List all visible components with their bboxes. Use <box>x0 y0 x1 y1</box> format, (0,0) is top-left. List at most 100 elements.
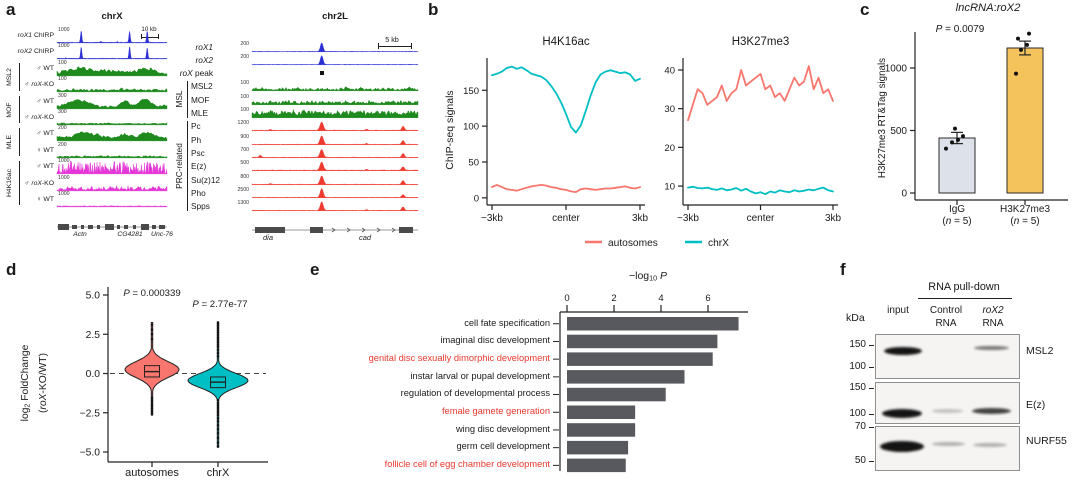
track-scale: 300 <box>58 92 67 99</box>
gene-name: cad <box>358 233 372 242</box>
gene-track-chr2l <box>252 227 418 233</box>
group-label-H4K16ac: H4K16ac <box>6 169 13 198</box>
track-signal--WT <box>56 98 168 109</box>
blot-target-label: NURF55 <box>1026 435 1067 447</box>
n-label: (n = 5) <box>1010 216 1040 227</box>
go-category: germ cell development <box>456 441 550 452</box>
kda-marker: 100 <box>849 361 866 372</box>
panel-e: e −log10 P 0 2 4 6 cell fate specification ima… <box>300 255 780 490</box>
track-signal-Pho <box>251 188 419 198</box>
track-label: ♀ WT <box>36 146 54 154</box>
kda-tick <box>869 366 874 368</box>
blot-box-E(z) <box>875 382 1020 424</box>
group-bracket <box>19 128 20 157</box>
track-label: roX1 ChIRP <box>17 32 54 39</box>
track-signal-roX1-ChIRP <box>56 30 168 44</box>
panel-d: d log2 FoldChange (roX-KO/WT) 5.0 2.5 0.0 −2.… <box>0 255 300 490</box>
gene-track-chrx <box>57 224 167 230</box>
track-signal--WT <box>56 131 168 142</box>
track-label: MSL2 <box>191 81 213 92</box>
foldchange-violins: 5.0 2.5 0.0 −2.5 −5.0 <box>80 287 268 467</box>
axis-text: 20 <box>664 143 675 154</box>
track-scale: 1000 <box>58 43 70 50</box>
scalebar-10kb-label: 10 kb <box>141 26 157 33</box>
blot-band-roX2 <box>973 443 1007 447</box>
rttag-barplot: 0 500 1000 <box>885 31 1068 205</box>
axis-text: 2 <box>611 293 616 304</box>
blot-band-input <box>884 347 922 355</box>
n-label: (n = 5) <box>942 216 972 227</box>
panel-label-a: a <box>6 0 16 19</box>
track-scale: 900 <box>240 133 249 140</box>
axis-text: 100 <box>463 122 479 133</box>
chr2l-title: chr2L <box>322 11 348 22</box>
track-signal-Su-z-12 <box>251 175 419 185</box>
axis-text: 0 <box>901 189 907 200</box>
track-signal-roX1 <box>251 42 419 52</box>
track-label: MLE <box>191 108 209 118</box>
axis-text: 1000 <box>885 64 908 75</box>
track-scale: 100 <box>58 59 67 66</box>
track-label: roX2 <box>195 54 213 65</box>
go-barchart: 0 2 4 6 <box>553 293 748 473</box>
x-category: IgG <box>948 204 966 215</box>
axis-text: 6 <box>705 293 710 304</box>
track-label: Su(z)12 <box>191 174 221 185</box>
track-scale: 1000 <box>58 174 70 181</box>
axis-text: chrX <box>708 238 729 249</box>
panel-label-b: b <box>428 0 439 19</box>
group-bracket <box>187 80 188 118</box>
group-bracket <box>19 62 20 91</box>
group-bracket <box>19 95 20 124</box>
track-signal-E-z- <box>251 161 419 172</box>
track-label: Psc <box>191 147 205 158</box>
track-scale: 800 <box>240 173 249 180</box>
track-signal--roX-KO <box>56 87 168 93</box>
blot-band-roX2 <box>974 345 1009 351</box>
pulldown-header: RNA pull-down <box>928 281 1000 293</box>
track-scale: 100 <box>58 76 67 83</box>
panel-b: b 0 50 100 150 −3kb center 3kb H4K16ac 10 20 30 40 −… <box>420 0 841 255</box>
scalebar-5kb-label: 5 kb <box>385 35 399 44</box>
scalebar-tick <box>411 43 412 49</box>
track-label: MOF <box>191 94 210 105</box>
panel-label-c: c <box>860 0 870 19</box>
axis-text: 500 <box>890 126 907 137</box>
axis-text: 10 <box>664 182 675 193</box>
panel-label-d: d <box>6 260 17 279</box>
axis-text: −3kb <box>677 213 699 224</box>
track-scale: 500 <box>240 160 249 167</box>
p-value: P = 0.000339 <box>123 288 181 299</box>
panel-c: c lncRNA:roX2 P = 0.0079 H3K27me3 RT&Tag s… <box>840 0 1080 255</box>
go-category: wing disc development <box>455 423 550 434</box>
go-category: instar larval or pupal development <box>410 370 550 381</box>
track-label: Ph <box>191 134 202 145</box>
scalebar-tick <box>378 43 379 49</box>
gene-name: Actn <box>73 231 87 238</box>
pulldown-underline <box>918 297 1012 299</box>
axis-text: 40 <box>664 65 675 76</box>
gene-name: dia <box>262 233 273 242</box>
go-category: genital disc sexually dimorphic developm… <box>368 352 550 363</box>
track-label: ♂ roX-KO <box>24 114 54 121</box>
track-scale: 1000 <box>58 158 70 165</box>
track-signal-roX2-ChIRP <box>56 47 168 60</box>
blot-target-label: E(z) <box>1026 399 1046 411</box>
axis-text: 50 <box>468 157 479 168</box>
p-value: P = 0.0079 <box>935 24 985 35</box>
axis-text: center <box>552 213 580 224</box>
chart-title: −log10 P <box>628 270 668 283</box>
rox-peak-marker <box>319 70 324 75</box>
scalebar-5kb-line <box>378 46 412 47</box>
axis-text: H4K16ac <box>542 36 590 48</box>
kda-tick <box>869 426 874 428</box>
track-signal-roX2 <box>251 55 419 65</box>
track-scale: 2500 <box>237 186 249 193</box>
kda-tick <box>869 413 874 415</box>
panel-label-e: e <box>310 260 320 279</box>
track-label: ♂ roX-KO <box>24 179 54 187</box>
x-category: autosomes <box>125 467 179 479</box>
blot-box-MSL2 <box>875 334 1020 379</box>
track-label: ♂ WT <box>36 64 54 72</box>
kda-tick <box>869 344 874 346</box>
